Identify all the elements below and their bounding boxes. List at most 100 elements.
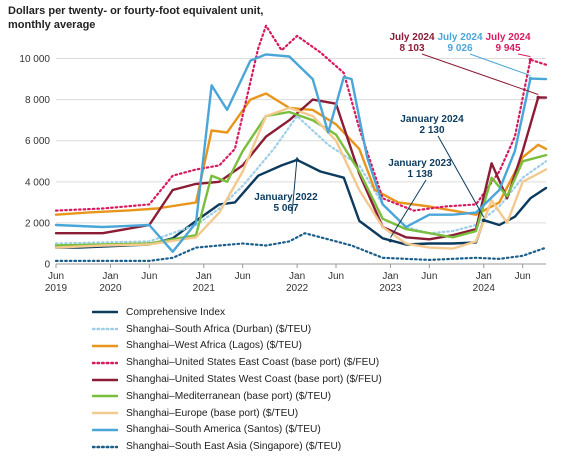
legend-label: Shanghai–South East Asia (Singapore) ($/… [126,441,342,453]
legend-swatch [92,344,118,348]
annotation-leader [390,179,427,238]
legend-item: Shanghai–Mediterranean (base port) ($/TE… [92,388,382,405]
annotation-value: 2 130 [419,125,444,136]
legend-label: Shanghai–Europe (base port) ($/TEU) [126,407,299,419]
series-line-5 [54,96,548,241]
annotation-marker [481,218,486,223]
x-tick-year: 2020 [99,283,122,294]
annotation-date: January 2023 [388,158,452,169]
series-line-2 [54,115,548,245]
annotation-marker [528,57,533,62]
annotation-date: July 2024 [485,32,530,43]
series-line-7 [54,106,548,250]
annotation-value: 8 103 [399,43,424,54]
x-tick-label: Jun [515,271,531,282]
legend-label: Shanghai–United States West Coast (base … [126,374,382,386]
legend-label: Shanghai–West Africa (Lagos) ($/TEU) [126,340,302,352]
annotation-marker [295,158,299,162]
series-line-6 [54,110,548,247]
y-tick-label: 10 000 [19,54,50,65]
legend-swatch [92,378,118,381]
y-axis-label: Dollars per twenty- or fourty-foot equiv… [8,5,264,31]
legend-swatch [92,428,118,432]
x-tick: Jun [421,264,437,282]
x-tick: Jun [235,264,251,282]
series-line-8 [54,53,548,253]
legend-swatch [92,411,118,415]
y-tick-label: 6 000 [25,136,50,147]
series-lines [54,24,548,262]
legend-item: Shanghai–United States East Coast (base … [92,354,382,371]
legend-label: Shanghai–United States East Coast (base … [126,357,380,369]
legend-label: Comprehensive Index [126,306,226,318]
x-tick: Jun [328,264,344,282]
x-tick-label: Jun [421,271,437,282]
legend-label: Shanghai–Mediterranean (base port) ($/TE… [126,390,331,402]
y-tick-label: 8 000 [25,95,50,106]
x-tick-label: Jan [102,271,118,282]
annotation-date: July 2024 [437,32,482,43]
x-tick: Jun [515,264,531,282]
annotation-value: 9 026 [447,43,472,54]
annotation-value: 1 138 [407,169,432,180]
annotation-leader [291,156,298,215]
legend-swatch [92,361,118,365]
legend: Comprehensive Index Shanghai–South Africa… [92,304,382,455]
x-tick-label: Jan [289,271,305,282]
legend-item: Shanghai–Europe (base port) ($/TEU) [92,405,382,422]
annotation-date: January 2024 [400,114,464,125]
annotation: July 2024 8 103 [389,32,541,100]
y-tick-label: 0 [44,260,50,271]
x-tick-label: Jun [328,271,344,282]
legend-item: Shanghai–United States West Coast (base … [92,371,382,388]
legend-item: Shanghai–West Africa (Lagos) ($/TEU) [92,338,382,355]
x-tick-label: Jun [48,271,64,282]
x-tick-label: Jun [235,271,251,282]
legend-item: Shanghai–South Africa (Durban) ($/TEU) [92,321,382,338]
annotation-leader [437,135,485,218]
x-tick-label: Jun [141,271,157,282]
legend-label: Shanghai–South America (Santos) ($/TEU) [126,424,321,436]
legend-swatch [92,327,118,331]
annotation-value: 9 945 [495,43,520,54]
annotation-date: January 2022 [254,192,318,203]
x-tick-year: 2021 [193,283,216,294]
legend-swatch [92,395,118,398]
legend-swatch [92,445,118,449]
x-tick-year: 2019 [45,283,68,294]
legend-label: Shanghai–South Africa (Durban) ($/TEU) [126,323,312,335]
x-tick-label: Jan [476,271,492,282]
annotation-marker [536,95,541,100]
x-tick: Jun [141,264,157,282]
x-tick-year: 2024 [473,283,496,294]
legend-item: Comprehensive Index [92,304,382,321]
annotation-marker [388,238,393,243]
x-tick-year: 2022 [286,283,309,294]
annotation-value: 5 067 [273,203,298,214]
annotation-leader [517,53,531,58]
x-tick-year: 2023 [379,283,402,294]
y-tick-label: 2 000 [25,218,50,229]
legend-item: Shanghai–South America (Santos) ($/TEU) [92,422,382,439]
y-tick-label: 4 000 [25,177,50,188]
legend-item: Shanghai–South East Asia (Singapore) ($/… [92,438,382,455]
series-line-9 [54,232,548,262]
x-tick-label: Jan [382,271,398,282]
annotation-marker [528,76,533,81]
annotation-leader [469,53,531,77]
legend-swatch [92,311,118,314]
